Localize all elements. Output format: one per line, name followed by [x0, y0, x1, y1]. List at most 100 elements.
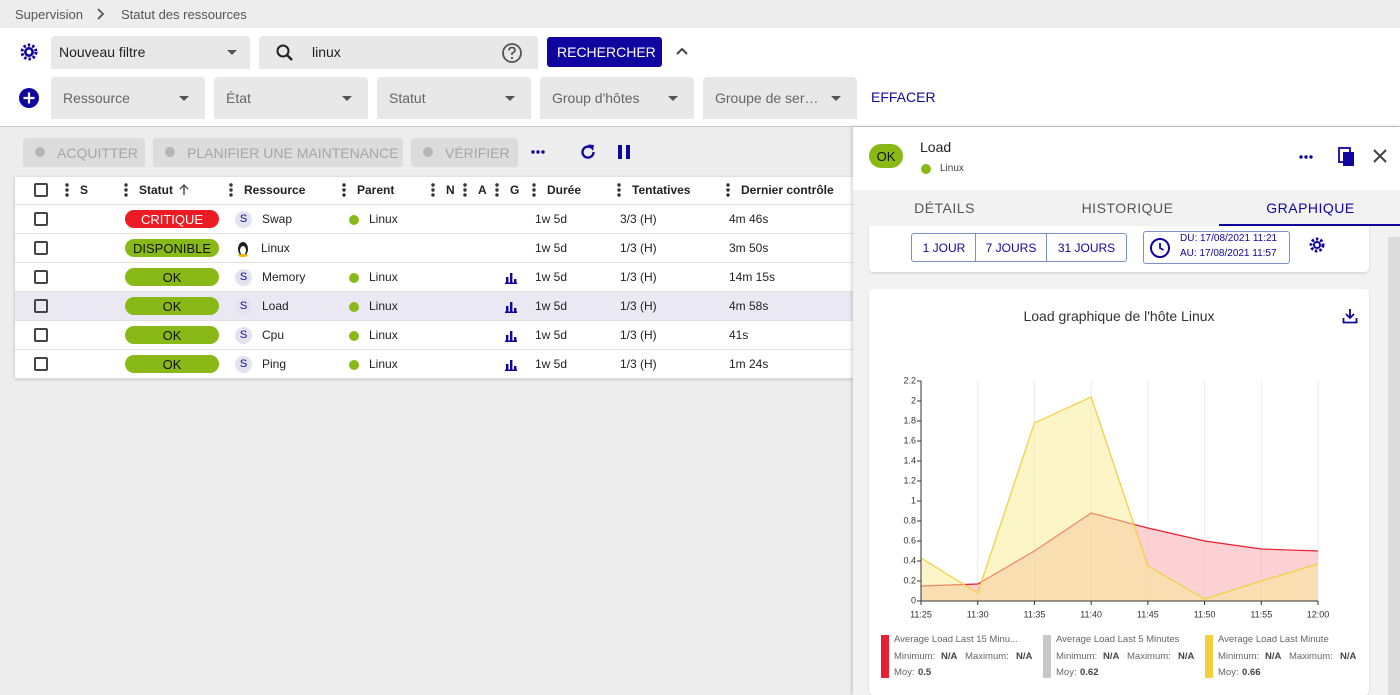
clear-button[interactable]: EFFACER [871, 90, 936, 104]
column-header[interactable]: Parent [357, 184, 394, 196]
column-header[interactable]: A [478, 184, 487, 196]
tab[interactable]: GRAPHIQUE [1219, 190, 1400, 226]
checkbox[interactable] [34, 357, 48, 371]
more-icon [1298, 149, 1314, 165]
dot [1309, 155, 1312, 158]
parent-name[interactable]: Linux [369, 329, 398, 341]
caret-up [677, 49, 687, 54]
column-header[interactable]: Durée [547, 184, 581, 196]
resource-name[interactable]: Linux [261, 242, 290, 254]
more-icon [489, 182, 505, 198]
table-row[interactable]: OKSCpuLinux1w 5d1/3 (H)41s [15, 321, 853, 350]
action-button[interactable]: PLANIFIER UNE MAINTENANCE [153, 138, 403, 167]
criteria-select[interactable]: Group d'hôtes [540, 77, 694, 119]
column-header[interactable]: N [446, 184, 455, 196]
resource-table: S Statut Ressource Parent N A G Durée Tentatives… [15, 177, 853, 378]
dot [617, 183, 620, 186]
dot [541, 150, 544, 153]
dot [495, 193, 498, 196]
criteria-select[interactable]: État [214, 77, 368, 119]
dot [495, 183, 498, 186]
resource-name[interactable]: Load [262, 300, 289, 312]
parent-name[interactable]: Linux [369, 213, 398, 225]
stat-value: 0.66 [1242, 668, 1261, 678]
resource-name[interactable]: Ping [262, 358, 286, 370]
gear-hole [1315, 243, 1319, 247]
column-header[interactable]: S [80, 184, 88, 196]
period-button[interactable]: 1 JOUR [911, 233, 976, 262]
table-row[interactable]: OKSLoadLinux1w 5d1/3 (H)4m 58s [15, 292, 853, 321]
tab[interactable]: HISTORIQUE [1036, 190, 1219, 226]
search-button-label: RECHERCHER [557, 45, 656, 59]
more-icon [336, 182, 352, 198]
column-header[interactable]: Statut [139, 184, 173, 196]
penguin-belly [240, 246, 246, 255]
criteria-select[interactable]: Ressource [51, 77, 205, 119]
stat-label: Maximum: [1289, 652, 1333, 662]
last-check: 41s [729, 329, 748, 341]
column-header[interactable]: Tentatives [632, 184, 690, 196]
checkbox[interactable] [34, 183, 48, 197]
parent-status-dot [349, 331, 359, 341]
breadcrumb-item[interactable]: Supervision [15, 8, 83, 21]
legend-item[interactable]: Average Load Last 15 Minu...Minimum:N/AM… [881, 633, 1036, 681]
tab[interactable]: DÉTAILS [853, 190, 1036, 226]
checkbox[interactable] [34, 212, 48, 226]
clock-icon [1149, 237, 1171, 259]
action-button[interactable]: ACQUITTER [23, 138, 145, 167]
dot [431, 183, 434, 186]
search-icon [275, 43, 295, 63]
search-button[interactable]: RECHERCHER [547, 37, 662, 67]
date-range[interactable]: DU: 17/08/2021 11:21AU: 17/08/2021 11:57 [1143, 231, 1290, 264]
checkbox[interactable] [34, 241, 48, 255]
checkbox[interactable] [34, 270, 48, 284]
criteria-select-label: Statut [389, 91, 426, 105]
parent-name[interactable]: Linux [369, 358, 398, 370]
copy-front [1343, 152, 1354, 166]
checkbox[interactable] [34, 328, 48, 342]
y-tick-label: 1.2 [903, 475, 916, 485]
criteria-select[interactable]: Groupe de ser… [703, 77, 857, 119]
resource-name[interactable]: Cpu [262, 329, 284, 341]
table-row[interactable]: DISPONIBLELinux1w 5d1/3 (H)3m 50s [15, 234, 853, 263]
period-label: 1 JOUR [912, 242, 976, 254]
y-tick-label: 2.2 [903, 375, 916, 385]
action-label: PLANIFIER UNE MAINTENANCE [187, 146, 399, 160]
status-label: DISPONIBLE [125, 242, 219, 255]
criteria-select[interactable]: Statut [377, 77, 531, 119]
period-button[interactable]: 31 JOURS [1047, 233, 1127, 262]
search-box[interactable]: linux [259, 36, 538, 69]
resource-avatar-letter: S [235, 359, 252, 370]
parent-name[interactable]: Linux [940, 164, 964, 174]
graph-icon-bar [506, 335, 508, 341]
y-tick-label: 0.6 [903, 535, 916, 545]
resource-name[interactable]: Memory [262, 271, 305, 283]
table-row[interactable]: CRITIQUESSwapLinux1w 5d3/3 (H)4m 46s [15, 205, 853, 234]
filter-select[interactable]: Nouveau filtre [51, 36, 250, 69]
legend-item[interactable]: Average Load Last 5 MinutesMinimum:N/AMa… [1043, 633, 1198, 681]
column-header[interactable]: G [510, 184, 519, 196]
date-to: AU: 17/08/2021 11:57 [1180, 249, 1277, 259]
dot [726, 188, 729, 191]
column-header[interactable]: Ressource [244, 184, 305, 196]
table-row[interactable]: OKSPingLinux1w 5d1/3 (H)1m 24s [15, 350, 853, 379]
table-row[interactable]: OKSMemoryLinux1w 5d1/3 (H)14m 15s [15, 263, 853, 292]
dot [726, 193, 729, 196]
more-icon [223, 182, 239, 198]
help-mark [509, 48, 515, 56]
filter-bar: Nouveau filtre linux RECHERCHER RessourceÉt… [0, 28, 1400, 127]
graph-icon-bar [514, 308, 516, 312]
parent-status-dot [349, 215, 359, 225]
dropdown-arrow [227, 50, 237, 55]
parent-name[interactable]: Linux [369, 300, 398, 312]
filter-select-value: Nouveau filtre [59, 45, 145, 59]
legend-item[interactable]: Average Load Last MinuteMinimum:N/AMaxim… [1205, 633, 1360, 681]
period-button[interactable]: 7 JOURS [976, 233, 1047, 262]
column-header[interactable]: Dernier contrôle [741, 184, 834, 196]
parent-name[interactable]: Linux [369, 271, 398, 283]
action-button[interactable]: VÉRIFIER [411, 138, 518, 167]
dot [1304, 155, 1307, 158]
resource-name[interactable]: Swap [262, 213, 292, 225]
dot [124, 193, 127, 196]
checkbox[interactable] [34, 299, 48, 313]
